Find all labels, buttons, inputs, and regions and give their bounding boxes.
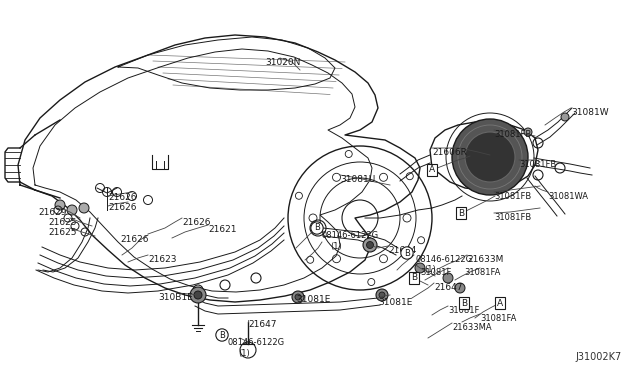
Text: 31081E: 31081E: [378, 298, 412, 307]
Text: 21626: 21626: [108, 203, 136, 212]
Text: 21606R: 21606R: [432, 148, 467, 157]
Text: 31081E: 31081E: [296, 295, 330, 304]
Circle shape: [443, 273, 453, 283]
Text: 310B1E: 310B1E: [158, 293, 193, 302]
Text: 21625: 21625: [48, 228, 77, 237]
Text: 31081F: 31081F: [448, 306, 479, 315]
Text: 31020N: 31020N: [265, 58, 300, 67]
Text: 31081WA: 31081WA: [548, 192, 588, 201]
Text: B: B: [458, 208, 464, 218]
Text: 31081FB: 31081FB: [494, 130, 531, 139]
Circle shape: [292, 291, 304, 303]
Circle shape: [295, 294, 301, 300]
Text: 21626: 21626: [108, 193, 136, 202]
Circle shape: [524, 128, 532, 136]
Circle shape: [452, 119, 528, 195]
Text: 31081FA: 31081FA: [464, 268, 500, 277]
Text: B: B: [219, 330, 225, 340]
Text: 31081W: 31081W: [571, 108, 609, 117]
Text: (1): (1): [238, 349, 250, 358]
Text: (1): (1): [330, 242, 342, 251]
Text: 08146-6122G: 08146-6122G: [322, 231, 379, 240]
Text: 21647: 21647: [248, 320, 276, 329]
Circle shape: [367, 241, 374, 248]
Circle shape: [465, 132, 515, 182]
Text: 21623: 21623: [148, 255, 177, 264]
Text: 21626: 21626: [120, 235, 148, 244]
Text: B: B: [461, 298, 467, 308]
Circle shape: [190, 287, 206, 303]
Text: 21633MA: 21633MA: [452, 323, 492, 332]
Circle shape: [376, 289, 388, 301]
Text: J31002K7: J31002K7: [576, 352, 622, 362]
Text: 31081U: 31081U: [340, 175, 375, 184]
Circle shape: [363, 238, 377, 252]
Circle shape: [415, 263, 425, 273]
Circle shape: [79, 203, 89, 213]
Circle shape: [55, 200, 65, 210]
Text: 08146-6122G: 08146-6122G: [416, 255, 473, 264]
Text: B: B: [404, 248, 410, 257]
Text: 21625: 21625: [48, 218, 77, 227]
Text: B: B: [314, 224, 320, 232]
Text: 31081FB: 31081FB: [494, 213, 531, 222]
Text: 21644: 21644: [388, 246, 417, 255]
Text: A: A: [429, 166, 435, 174]
Circle shape: [455, 283, 465, 293]
Text: 21626: 21626: [182, 218, 211, 227]
Circle shape: [67, 205, 77, 215]
Text: 21621: 21621: [208, 225, 237, 234]
Text: (1): (1): [424, 265, 436, 274]
Text: 31081FB: 31081FB: [494, 192, 531, 201]
Circle shape: [194, 291, 202, 299]
Text: 31081F: 31081F: [420, 268, 451, 277]
Text: B: B: [411, 273, 417, 282]
Text: 21647: 21647: [434, 283, 463, 292]
Circle shape: [561, 113, 569, 121]
Text: 21633M: 21633M: [467, 255, 504, 264]
Text: 21629: 21629: [38, 208, 67, 217]
Text: 31081FB: 31081FB: [519, 160, 556, 169]
Circle shape: [379, 292, 385, 298]
Text: A: A: [497, 298, 503, 308]
Text: 31081FA: 31081FA: [480, 314, 516, 323]
Text: 08146-6122G: 08146-6122G: [228, 338, 285, 347]
